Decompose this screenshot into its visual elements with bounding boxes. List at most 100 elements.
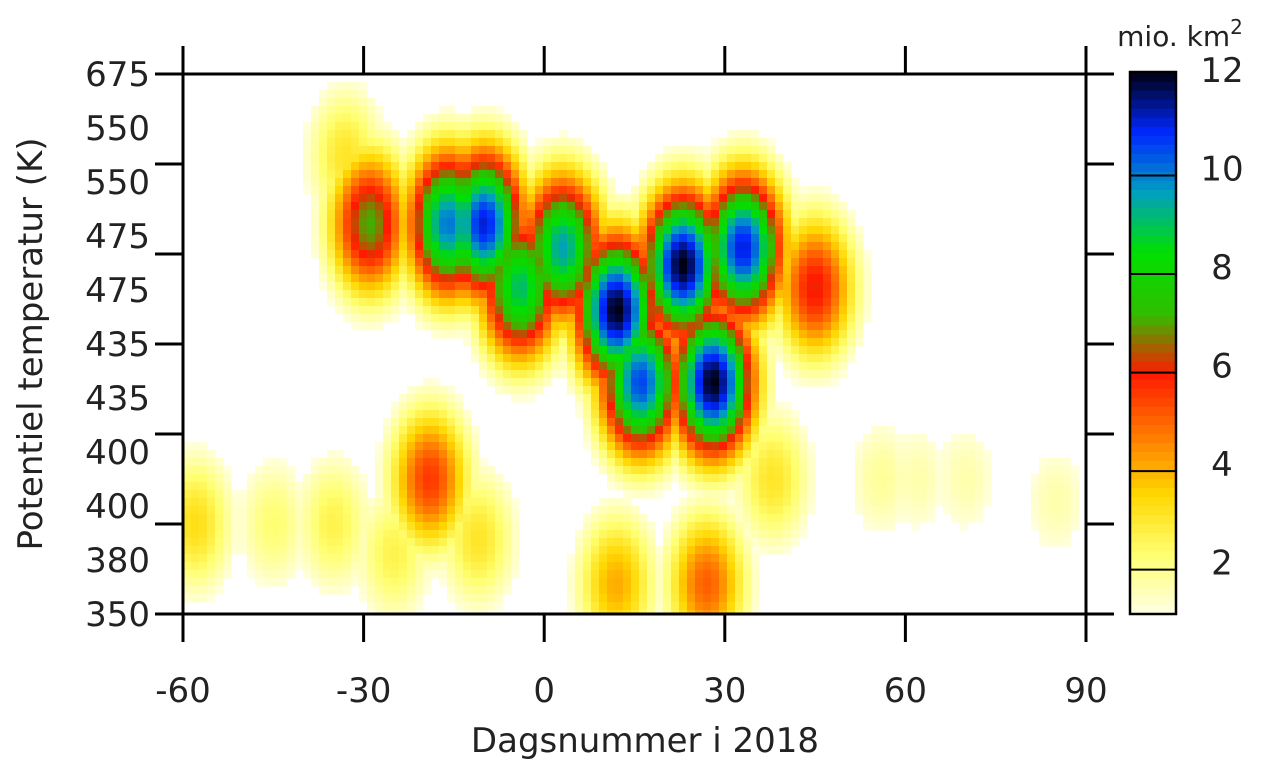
heat-cell (735, 538, 744, 547)
heat-cell (791, 354, 800, 363)
heat-cell (735, 202, 744, 211)
heat-cell (511, 562, 520, 571)
heat-cell (495, 378, 504, 387)
heat-cell (479, 170, 488, 179)
heat-cell (399, 442, 408, 451)
heat-cell (535, 234, 544, 243)
heat-cell (535, 338, 544, 347)
heat-cell (279, 522, 288, 531)
heat-cell (1055, 466, 1064, 475)
heat-cell (695, 458, 704, 467)
heat-cell (799, 210, 808, 219)
heat-cell (727, 386, 736, 395)
heat-cell (759, 490, 768, 499)
heat-cell (767, 466, 776, 475)
heat-cell (663, 378, 672, 387)
heat-cell (455, 234, 464, 243)
heat-cell (543, 266, 552, 275)
heat-cell (687, 386, 696, 395)
heat-cell (631, 314, 640, 323)
heat-cell (439, 458, 448, 467)
heat-cell (463, 282, 472, 291)
heat-cell (431, 210, 440, 219)
heat-cell (311, 570, 320, 579)
heat-cell (695, 498, 704, 507)
heat-cell (495, 570, 504, 579)
heat-cell (799, 298, 808, 307)
heat-cell (631, 346, 640, 355)
heat-cell (831, 306, 840, 315)
heat-cell (479, 338, 488, 347)
heat-cell (183, 522, 192, 531)
heat-cell (751, 514, 760, 523)
heat-cell (695, 178, 704, 187)
heat-cell (567, 242, 576, 251)
heat-cell (527, 146, 536, 155)
heat-cell (647, 298, 656, 307)
heat-cell (895, 450, 904, 459)
heat-cell (983, 466, 992, 475)
heat-cell (551, 202, 560, 211)
heat-cell (487, 538, 496, 547)
heat-cell (743, 434, 752, 443)
heat-cell (719, 378, 728, 387)
heat-cell (847, 266, 856, 275)
heat-cell (615, 418, 624, 427)
heat-cell (559, 186, 568, 195)
heat-cell (463, 154, 472, 163)
heat-cell (495, 250, 504, 259)
heat-cell (343, 570, 352, 579)
heat-cell (327, 538, 336, 547)
colorbar-step (1130, 343, 1176, 353)
heat-cell (919, 490, 928, 499)
heat-cell (487, 474, 496, 483)
heat-cell (479, 242, 488, 251)
heat-cell (663, 370, 672, 379)
heat-cell (471, 282, 480, 291)
heat-cell (599, 346, 608, 355)
colorbar-tick-label: 2 (1211, 544, 1233, 584)
heat-cell (719, 170, 728, 179)
heat-cell (655, 242, 664, 251)
heat-cell (615, 218, 624, 227)
heat-cell (663, 306, 672, 315)
heat-cell (415, 194, 424, 203)
heat-cell (343, 466, 352, 475)
heat-cell (463, 546, 472, 555)
heat-cell (663, 474, 672, 483)
heat-cell (415, 226, 424, 235)
heat-cell (1039, 474, 1048, 483)
heat-cell (951, 482, 960, 491)
heat-cell (559, 226, 568, 235)
heat-cell (519, 378, 528, 387)
heat-cell (759, 250, 768, 259)
heat-cell (791, 490, 800, 499)
heat-cell (327, 202, 336, 211)
heat-cell (567, 266, 576, 275)
heat-cell (487, 186, 496, 195)
heat-cell (391, 210, 400, 219)
heat-cell (639, 554, 648, 563)
heat-cell (679, 202, 688, 211)
heat-cell (559, 234, 568, 243)
heat-cell (295, 490, 304, 499)
heat-cell (847, 338, 856, 347)
heat-cell (719, 370, 728, 379)
heat-cell (271, 530, 280, 539)
heat-cell (663, 338, 672, 347)
heat-cell (223, 538, 232, 547)
heat-cell (503, 226, 512, 235)
heat-cell (391, 482, 400, 491)
heat-cell (703, 546, 712, 555)
heat-cell (383, 482, 392, 491)
heat-cell (423, 210, 432, 219)
heat-cell (759, 434, 768, 443)
heat-cell (423, 474, 432, 483)
heat-cell (551, 162, 560, 171)
heat-cell (439, 410, 448, 419)
y-tick-label: 550 (85, 109, 150, 149)
heat-cell (767, 250, 776, 259)
heat-cell (695, 394, 704, 403)
heat-cell (207, 546, 216, 555)
heat-cell (767, 442, 776, 451)
